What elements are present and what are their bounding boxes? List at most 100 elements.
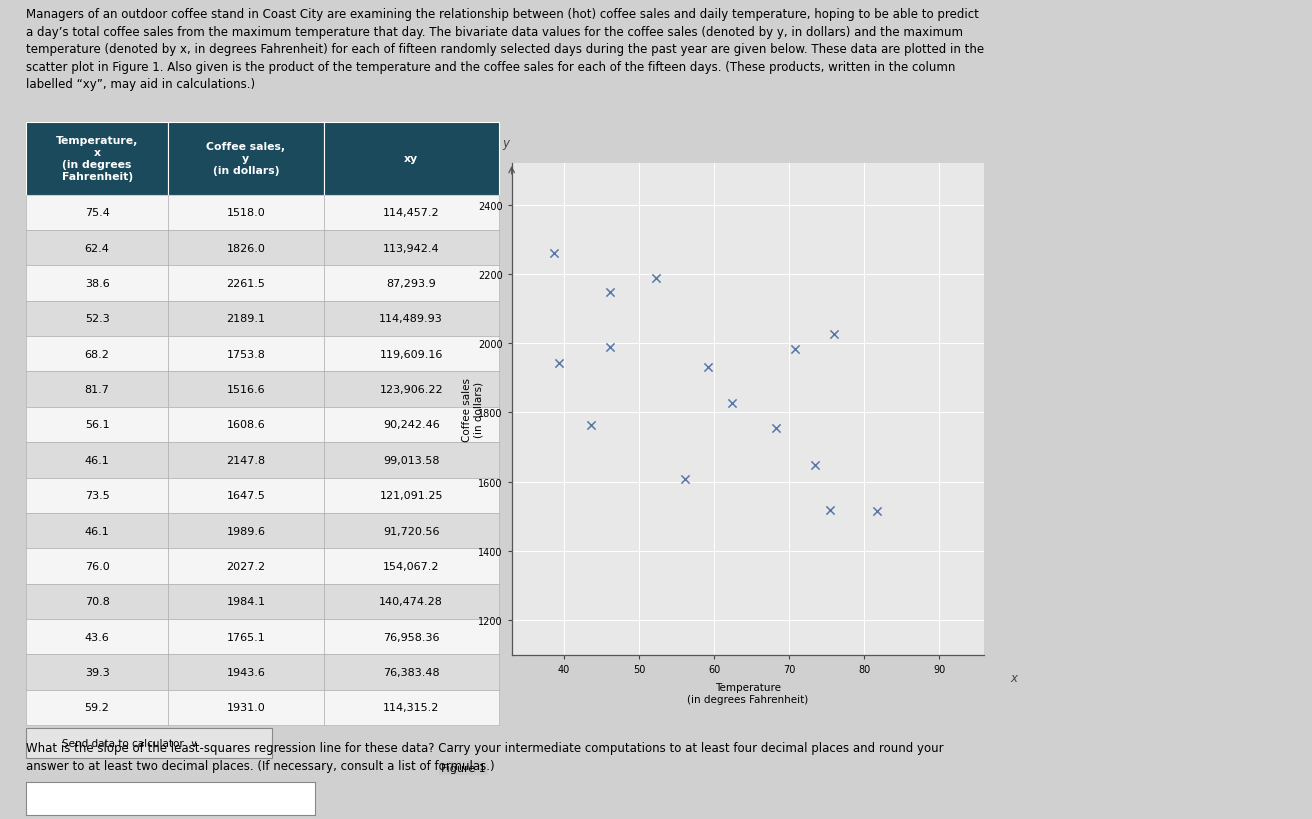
Text: 1989.6: 1989.6 bbox=[227, 526, 265, 536]
Bar bbox=[168, 337, 324, 372]
Text: 59.2: 59.2 bbox=[85, 703, 109, 713]
Text: 52.3: 52.3 bbox=[85, 314, 109, 324]
Text: 1826.0: 1826.0 bbox=[227, 243, 265, 253]
Bar bbox=[324, 478, 499, 514]
Text: 2027.2: 2027.2 bbox=[226, 561, 265, 572]
Bar bbox=[324, 549, 499, 584]
Point bbox=[674, 473, 695, 486]
Bar bbox=[26, 514, 168, 549]
Point bbox=[543, 247, 564, 260]
Bar bbox=[168, 549, 324, 584]
Bar bbox=[324, 654, 499, 690]
Text: Figure 1: Figure 1 bbox=[441, 763, 485, 773]
Bar bbox=[168, 231, 324, 266]
Text: What is the slope of the least-squares regression line for these data? Carry you: What is the slope of the least-squares r… bbox=[26, 741, 943, 772]
Text: 76.0: 76.0 bbox=[85, 561, 109, 572]
Text: 2261.5: 2261.5 bbox=[227, 278, 265, 288]
Text: 76,958.36: 76,958.36 bbox=[383, 632, 440, 642]
Text: 1943.6: 1943.6 bbox=[227, 667, 265, 677]
Bar bbox=[324, 619, 499, 654]
Bar bbox=[26, 372, 168, 407]
Text: Coffee sales,
y
(in dollars): Coffee sales, y (in dollars) bbox=[206, 143, 286, 176]
Text: 75.4: 75.4 bbox=[85, 208, 109, 218]
Text: 1608.6: 1608.6 bbox=[227, 420, 265, 430]
Bar bbox=[26, 728, 272, 758]
Y-axis label: Coffee sales
(in dollars): Coffee sales (in dollars) bbox=[462, 378, 483, 441]
Point bbox=[765, 423, 786, 436]
Bar bbox=[26, 301, 168, 337]
Bar bbox=[324, 514, 499, 549]
Text: 2147.8: 2147.8 bbox=[226, 455, 265, 465]
Bar bbox=[26, 584, 168, 619]
Text: $y$: $y$ bbox=[502, 138, 512, 152]
Point bbox=[804, 459, 825, 473]
Text: 70.8: 70.8 bbox=[85, 596, 109, 607]
Point bbox=[785, 342, 806, 355]
Bar bbox=[324, 301, 499, 337]
Bar bbox=[168, 442, 324, 478]
Bar bbox=[324, 266, 499, 301]
Bar bbox=[168, 301, 324, 337]
Bar bbox=[324, 584, 499, 619]
Text: 87,293.9: 87,293.9 bbox=[386, 278, 436, 288]
Bar bbox=[26, 442, 168, 478]
Text: 1753.8: 1753.8 bbox=[227, 350, 265, 360]
Text: 154,067.2: 154,067.2 bbox=[383, 561, 440, 572]
Text: 114,489.93: 114,489.93 bbox=[379, 314, 443, 324]
Bar bbox=[26, 123, 168, 196]
X-axis label: Temperature
(in degrees Fahrenheit): Temperature (in degrees Fahrenheit) bbox=[687, 682, 808, 704]
Bar bbox=[26, 196, 168, 231]
Bar bbox=[168, 196, 324, 231]
Point bbox=[824, 328, 845, 341]
Text: 2189.1: 2189.1 bbox=[227, 314, 265, 324]
Text: 62.4: 62.4 bbox=[85, 243, 109, 253]
Bar bbox=[168, 690, 324, 725]
Point bbox=[581, 419, 602, 432]
Text: 140,474.28: 140,474.28 bbox=[379, 596, 443, 607]
Bar bbox=[324, 231, 499, 266]
Text: 119,609.16: 119,609.16 bbox=[379, 350, 443, 360]
Text: 90,242.46: 90,242.46 bbox=[383, 420, 440, 430]
Bar bbox=[324, 196, 499, 231]
Text: 1931.0: 1931.0 bbox=[227, 703, 265, 713]
Bar bbox=[26, 337, 168, 372]
Text: 114,315.2: 114,315.2 bbox=[383, 703, 440, 713]
Point bbox=[866, 505, 887, 518]
Bar bbox=[168, 514, 324, 549]
Text: Temperature,
x
(in degrees
Fahrenheit): Temperature, x (in degrees Fahrenheit) bbox=[56, 136, 138, 182]
Point bbox=[722, 397, 743, 410]
Bar bbox=[168, 584, 324, 619]
Text: 46.1: 46.1 bbox=[85, 526, 109, 536]
Bar bbox=[26, 478, 168, 514]
Point bbox=[819, 504, 840, 517]
Bar bbox=[26, 549, 168, 584]
Bar bbox=[324, 442, 499, 478]
Bar bbox=[26, 654, 168, 690]
Bar bbox=[26, 266, 168, 301]
Text: 73.5: 73.5 bbox=[85, 491, 109, 500]
Text: 91,720.56: 91,720.56 bbox=[383, 526, 440, 536]
Text: 1647.5: 1647.5 bbox=[227, 491, 265, 500]
Text: 39.3: 39.3 bbox=[85, 667, 109, 677]
Text: 114,457.2: 114,457.2 bbox=[383, 208, 440, 218]
Point bbox=[600, 341, 621, 354]
Bar bbox=[168, 654, 324, 690]
Text: 1518.0: 1518.0 bbox=[227, 208, 265, 218]
Bar bbox=[26, 231, 168, 266]
Bar bbox=[168, 407, 324, 442]
Bar bbox=[168, 123, 324, 196]
Bar bbox=[324, 372, 499, 407]
Text: $x$: $x$ bbox=[1010, 671, 1019, 684]
Text: 99,013.58: 99,013.58 bbox=[383, 455, 440, 465]
Bar bbox=[324, 407, 499, 442]
Point bbox=[548, 357, 569, 370]
Point bbox=[600, 286, 621, 299]
Text: 1516.6: 1516.6 bbox=[227, 385, 265, 395]
Bar bbox=[168, 266, 324, 301]
Bar bbox=[26, 619, 168, 654]
Text: 121,091.25: 121,091.25 bbox=[379, 491, 443, 500]
Text: 56.1: 56.1 bbox=[85, 420, 109, 430]
Point bbox=[646, 272, 666, 285]
Text: Send data to calculator  ∨: Send data to calculator ∨ bbox=[62, 739, 198, 749]
Text: 123,906.22: 123,906.22 bbox=[379, 385, 443, 395]
